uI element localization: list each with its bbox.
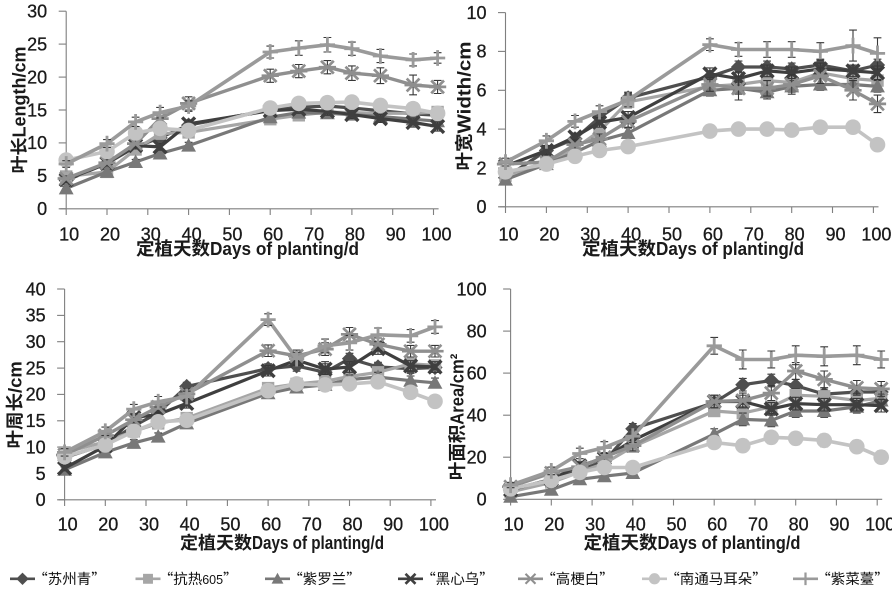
svg-text:20: 20 [98,515,118,535]
svg-text:10: 10 [59,225,79,245]
svg-text:60: 60 [263,225,283,245]
svg-text:50: 50 [222,225,242,245]
svg-text:0: 0 [37,199,47,219]
svg-text:80: 80 [467,321,487,341]
svg-text:40: 40 [621,225,641,245]
svg-text:20: 20 [544,515,564,535]
svg-text:/cm: /cm [4,361,25,393]
svg-text:30: 30 [585,515,605,535]
svg-text:8: 8 [476,42,486,62]
svg-text:Length/cm: Length/cm [10,46,30,137]
svg-text:Days of planting/d: Days of planting/d [656,238,804,259]
svg-text:60: 60 [467,363,487,383]
svg-text:30: 30 [26,332,46,352]
svg-text:100: 100 [419,515,449,535]
svg-text:70: 70 [302,515,322,535]
svg-text:4: 4 [476,119,486,139]
svg-text:10: 10 [504,515,524,535]
svg-text:50: 50 [662,225,682,245]
svg-text:40: 40 [26,279,46,299]
svg-text:10: 10 [27,133,47,153]
svg-text:90: 90 [383,515,403,535]
svg-text:35: 35 [26,306,46,326]
svg-text:0: 0 [36,490,46,510]
svg-text:5: 5 [37,166,47,186]
svg-text:80: 80 [342,515,362,535]
svg-text:90: 90 [825,225,845,245]
svg-text:100: 100 [861,225,891,245]
svg-text:70: 70 [748,515,768,535]
svg-text:30: 30 [27,2,47,22]
svg-text:70: 70 [304,225,324,245]
svg-text:15: 15 [27,100,47,120]
svg-text:Days of planting/d: Days of planting/d [252,533,384,553]
svg-text:100: 100 [865,515,892,535]
svg-text:0: 0 [476,197,486,217]
svg-text:20: 20 [467,448,487,468]
svg-text:80: 80 [789,515,809,535]
svg-text:Area/cm²: Area/cm² [447,354,468,425]
svg-text:6: 6 [476,81,486,101]
svg-text:10: 10 [58,515,78,535]
svg-text:40: 40 [467,406,487,426]
svg-text:40: 40 [626,515,646,535]
svg-text:5: 5 [36,464,46,484]
svg-text:Days of planting/d: Days of planting/d [210,238,359,259]
svg-text:605: 605 [202,573,223,587]
svg-text:20: 20 [100,225,120,245]
svg-text:10: 10 [466,3,486,23]
svg-text:100: 100 [421,225,451,245]
svg-text:50: 50 [666,515,686,535]
svg-text:90: 90 [386,225,406,245]
svg-text:25: 25 [27,34,47,54]
svg-text:40: 40 [180,515,200,535]
svg-text:Width/cm: Width/cm [454,42,475,134]
svg-text:80: 80 [785,225,805,245]
svg-text:20: 20 [26,385,46,405]
svg-text:60: 60 [261,515,281,535]
svg-text:10: 10 [498,225,518,245]
svg-text:20: 20 [539,225,559,245]
svg-text:90: 90 [829,515,849,535]
svg-text:80: 80 [345,225,365,245]
svg-text:20: 20 [27,67,47,87]
svg-text:60: 60 [707,515,727,535]
svg-text:50: 50 [220,515,240,535]
svg-text:10: 10 [26,437,46,457]
svg-text:30: 30 [139,515,159,535]
svg-text:60: 60 [703,225,723,245]
svg-text:100: 100 [457,279,487,299]
svg-text:30: 30 [580,225,600,245]
svg-text:2: 2 [476,158,486,178]
svg-text:Days of planting/d: Days of planting/d [658,532,801,553]
svg-text:0: 0 [477,490,487,510]
svg-text:25: 25 [26,358,46,378]
svg-text:70: 70 [744,225,764,245]
svg-text:15: 15 [26,411,46,431]
